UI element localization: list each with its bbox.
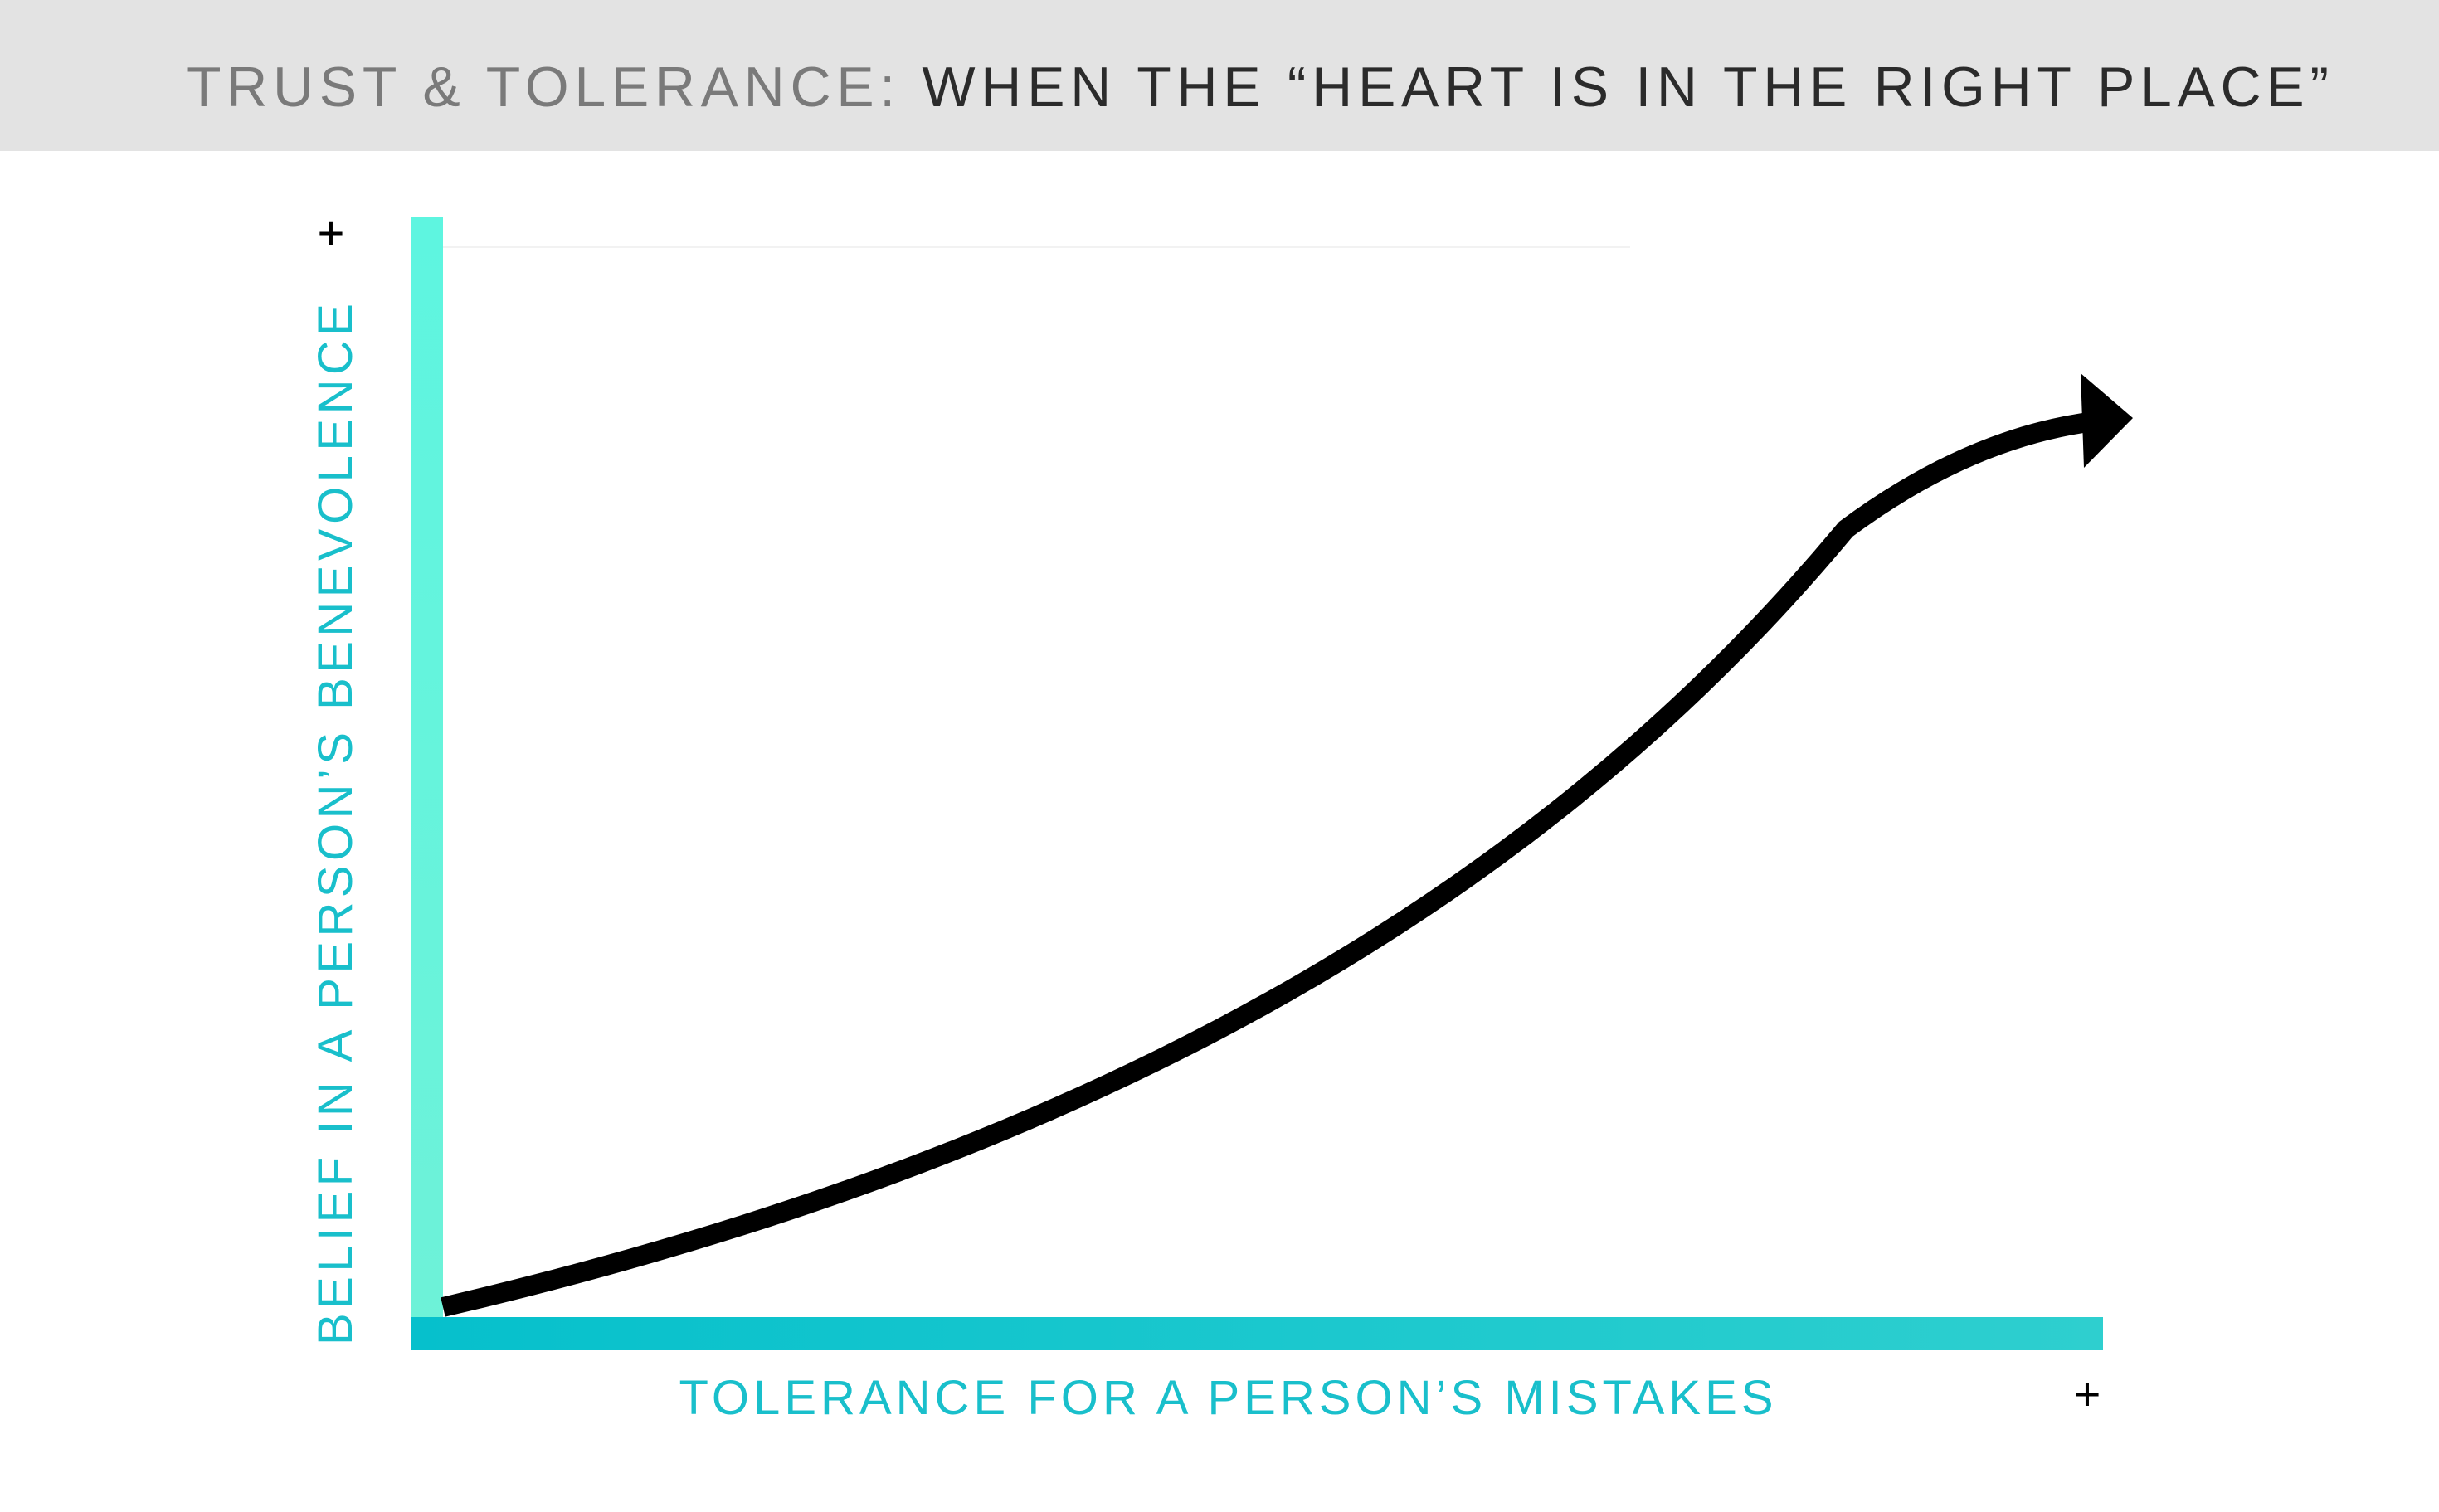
header-band <box>0 0 2439 151</box>
trend-curve <box>441 411 2096 1317</box>
title: TRUST & TOLERANCE: WHEN THE “HEART IS IN… <box>187 56 2329 119</box>
x-axis-bar <box>411 1317 2103 1350</box>
arrow-head <box>2081 373 2133 468</box>
title-prefix: TRUST & TOLERANCE: <box>187 56 895 119</box>
x-axis-label: TOLERANCE FOR A PERSON’S MISTAKES <box>679 1371 1774 1425</box>
y-axis-end: + <box>318 207 345 259</box>
x-axis-end: + <box>2074 1368 2101 1420</box>
y-axis-label: BELIEF IN A PERSON’S BENEVOLENCE <box>309 304 363 1345</box>
y-axis-bar <box>411 217 443 1350</box>
